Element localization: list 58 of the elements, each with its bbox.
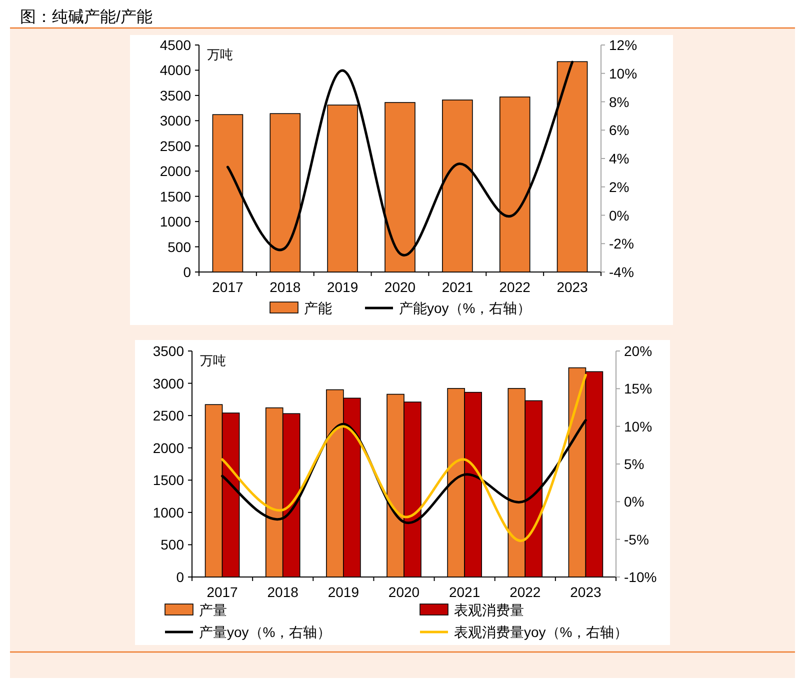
- y-tick-label: 2500: [160, 138, 192, 154]
- y-tick-label: 2500: [152, 408, 184, 424]
- y2-tick-label: 12%: [609, 37, 638, 53]
- y-tick-label: 2000: [152, 440, 184, 456]
- y-tick-label: 1000: [152, 504, 184, 520]
- y-tick-label: 1000: [160, 214, 192, 230]
- x-tick-label: 2022: [499, 279, 531, 295]
- y2-tick-label: -4%: [609, 264, 634, 280]
- y-tick-label: 1500: [160, 188, 192, 204]
- x-tick-label: 2019: [326, 279, 358, 295]
- x-tick-label: 2018: [267, 584, 299, 600]
- x-tick-label: 2017: [212, 279, 244, 295]
- legend-label: 产能yoy（%，右轴）: [399, 300, 532, 316]
- y2-tick-label: -2%: [609, 236, 634, 252]
- y2-tick-label: 0%: [624, 494, 644, 510]
- y-tick-label: 3000: [152, 375, 184, 392]
- x-tick-label: 2023: [556, 279, 588, 295]
- y-tick-label: 3500: [160, 87, 192, 104]
- x-tick-label: 2020: [388, 584, 420, 600]
- y2-tick-label: -5%: [624, 531, 649, 548]
- y-tick-label: 0: [183, 264, 192, 280]
- x-tick-label: 2021: [448, 584, 480, 600]
- y2-tick-label: 15%: [624, 380, 652, 397]
- legend-label: 产量yoy（%，右轴）: [199, 624, 332, 640]
- x-tick-label: 2019: [328, 584, 360, 600]
- chart-title: 图：纯碱产能/产能: [20, 8, 152, 26]
- y-tick-label: 3500: [152, 343, 184, 359]
- y2-tick-label: 20%: [624, 343, 652, 359]
- y2-tick-label: 6%: [609, 122, 630, 138]
- x-tick-label: 2021: [442, 279, 474, 295]
- y-tick-label: 3000: [160, 112, 192, 129]
- y2-tick-label: 10%: [609, 65, 638, 82]
- y-tick-label: 4000: [160, 62, 192, 78]
- y2-tick-label: 4%: [609, 150, 630, 166]
- y2-tick-label: -10%: [624, 569, 657, 585]
- y2-tick-label: 10%: [624, 418, 652, 434]
- legend-label: 产能: [304, 300, 332, 316]
- y-tick-label: 0: [176, 569, 184, 585]
- line-series: [221, 374, 587, 542]
- legend-label: 产量: [199, 602, 227, 618]
- legend-label: 表观消费量: [454, 602, 524, 618]
- y-axis-title: 万吨: [200, 353, 226, 368]
- x-tick-label: 2022: [510, 584, 541, 600]
- y-tick-label: 1500: [152, 472, 184, 488]
- y-axis-title: 万吨: [207, 47, 233, 62]
- y-tick-label: 500: [160, 536, 184, 553]
- y2-tick-label: 8%: [609, 94, 630, 110]
- y2-tick-label: 2%: [609, 178, 630, 195]
- legend-label: 表观消费量yoy（%，右轴）: [454, 624, 628, 640]
- y2-tick-label: 5%: [624, 456, 644, 472]
- x-tick-label: 2020: [384, 279, 416, 295]
- y-tick-label: 500: [168, 238, 192, 255]
- y2-tick-label: 0%: [609, 207, 630, 224]
- y-tick-label: 2000: [160, 163, 192, 180]
- x-tick-label: 2023: [570, 584, 602, 600]
- x-tick-label: 2017: [206, 584, 238, 600]
- y-tick-label: 4500: [160, 37, 192, 53]
- x-tick-label: 2018: [270, 279, 301, 295]
